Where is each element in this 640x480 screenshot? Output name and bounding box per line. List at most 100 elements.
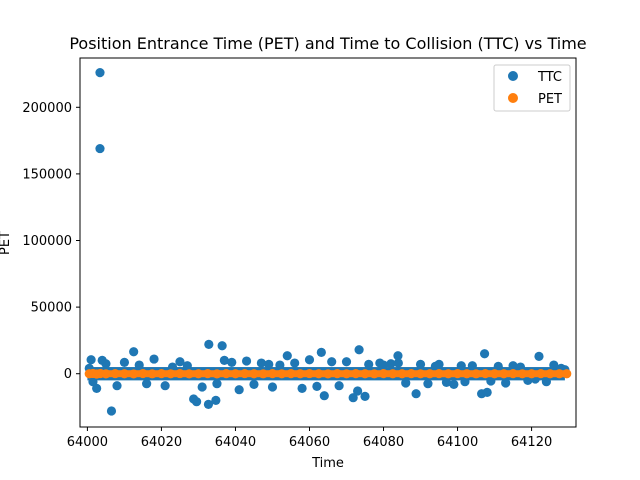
- ttc-point: [267, 382, 278, 392]
- ttc-point: [353, 386, 363, 396]
- ttc-point: [460, 377, 470, 387]
- pet-point: [166, 369, 176, 379]
- x-tick-label: 64120: [511, 435, 552, 450]
- pet-point: [184, 369, 194, 379]
- ttc-point: [393, 358, 403, 368]
- legend: TTC PET: [493, 64, 571, 112]
- ttc-point: [411, 389, 421, 399]
- y-axis: 0 50000 100000 150000 200000: [22, 101, 80, 382]
- ttc-point: [197, 382, 207, 392]
- pet-point: [110, 368, 120, 379]
- pet-point: [378, 369, 389, 379]
- pet-point: [526, 369, 537, 379]
- ttc-point: [501, 378, 511, 388]
- ttc-point: [348, 393, 358, 403]
- ttc-point: [430, 361, 440, 371]
- ttc-point: [456, 361, 466, 371]
- legend-marker-ttc: [508, 71, 518, 81]
- ttc-point: [88, 377, 98, 387]
- ttc-point: [182, 361, 192, 371]
- ttc-point: [112, 381, 122, 391]
- pet-point: [406, 369, 416, 379]
- ttc-point: [134, 360, 144, 370]
- ttc-point: [217, 341, 227, 351]
- pet-point: [119, 369, 130, 379]
- ttc-point: [282, 351, 292, 361]
- pet-point: [138, 368, 148, 379]
- pet-point: [240, 368, 250, 379]
- pet-point: [230, 369, 241, 379]
- ttc-point: [304, 355, 315, 365]
- ttc-point: [479, 349, 490, 359]
- pet-point: [156, 369, 167, 379]
- ttc-point: [467, 361, 477, 371]
- ttc-point: [86, 355, 96, 365]
- legend-marker-pet: [508, 93, 518, 103]
- y-tick-label: 150000: [22, 167, 72, 182]
- pet-point: [452, 369, 463, 379]
- pet-point: [415, 369, 426, 379]
- ttc-point: [227, 357, 237, 367]
- pet-point: [397, 369, 407, 379]
- ttc-point: [219, 355, 229, 365]
- ttc-point: [393, 351, 403, 361]
- pet-point: [304, 368, 315, 379]
- pet-point: [203, 369, 213, 379]
- ttc-point: [160, 381, 170, 391]
- ttc-point: [327, 357, 337, 367]
- ttc-point: [334, 381, 344, 391]
- pet-point: [332, 369, 342, 379]
- pet-point: [101, 369, 111, 379]
- x-axis-label: Time: [311, 456, 344, 471]
- ttc-point: [534, 351, 544, 361]
- ttc-point: [297, 383, 307, 393]
- pet-point: [517, 369, 527, 379]
- legend-label-pet: PET: [538, 92, 562, 107]
- x-tick-label: 64040: [215, 435, 256, 450]
- ttc-point: [423, 379, 433, 389]
- ttc-point: [275, 360, 285, 370]
- ttc-point: [401, 378, 411, 388]
- pet-point: [388, 369, 398, 379]
- pet-point: [249, 369, 259, 379]
- pet-point: [193, 369, 204, 379]
- pet-point: [277, 369, 287, 379]
- pet-point: [443, 369, 453, 379]
- ttc-point: [441, 377, 452, 387]
- ttc-point: [101, 359, 111, 369]
- pet-point: [258, 369, 268, 379]
- pet-point: [471, 369, 481, 379]
- ttc-point: [319, 391, 329, 401]
- y-tick-label: 0: [64, 367, 72, 382]
- x-tick-label: 64000: [67, 435, 108, 450]
- ttc-point: [386, 359, 396, 369]
- pet-point: [351, 369, 361, 379]
- axes-frame: [79, 57, 577, 428]
- ttc-point: [486, 376, 496, 386]
- ttc-point: [341, 357, 352, 367]
- y-tick-label: 100000: [22, 234, 72, 249]
- ttc-point: [264, 359, 274, 369]
- ttc-point: [316, 347, 326, 358]
- pet-point: [295, 369, 305, 379]
- ttc-point: [95, 68, 105, 78]
- x-tick-label: 64060: [289, 435, 330, 450]
- legend-label-ttc: TTC: [537, 70, 562, 85]
- x-tick-label: 64020: [141, 435, 182, 450]
- pet-point: [499, 369, 509, 379]
- ttc-point: [249, 379, 259, 389]
- pet-point: [434, 369, 444, 379]
- ttc-point: [204, 339, 214, 350]
- ttc-point: [549, 360, 559, 370]
- ttc-point: [541, 377, 551, 387]
- ttc-point: [211, 395, 221, 405]
- pet-point: [129, 369, 139, 379]
- y-tick-label: 50000: [31, 301, 72, 316]
- pet-point: [212, 369, 222, 379]
- ttc-point: [378, 360, 389, 370]
- ttc-point: [256, 358, 266, 368]
- ttc-point: [149, 354, 159, 364]
- ttc-point: [508, 361, 518, 371]
- ttc-point: [449, 379, 459, 389]
